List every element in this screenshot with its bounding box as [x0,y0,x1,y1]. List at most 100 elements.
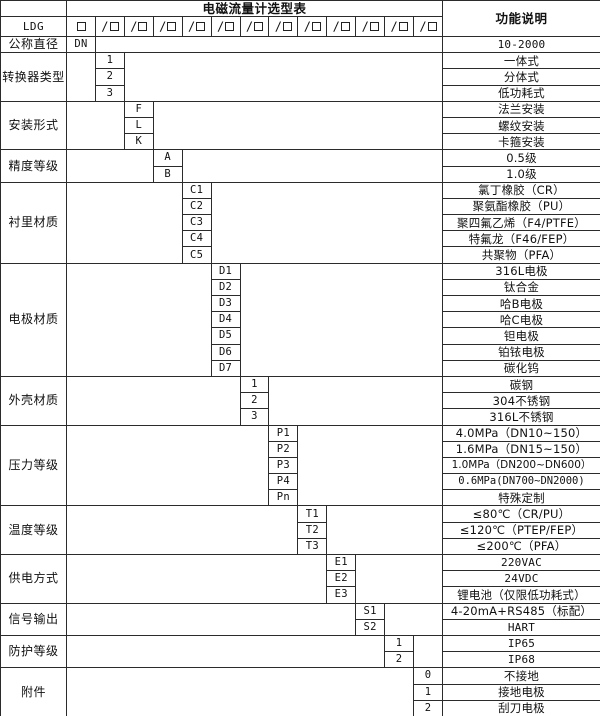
option-code-11-1[interactable]: 2 [384,651,415,669]
option-code-6-2[interactable]: 3 [239,408,270,426]
left-filler [66,181,183,264]
option-code-9-1[interactable]: E2 [326,570,357,588]
option-code-12-0[interactable]: 0 [413,667,443,685]
slash-separator: / [101,19,109,33]
model-code-box-5[interactable]: / [210,16,241,37]
option-code-2-2[interactable]: K [123,133,154,151]
table-row: P4 0.6MPa(DN700~DN2000) [1,473,600,491]
model-code-box-11[interactable]: / [384,16,415,37]
option-code-5-5[interactable]: D6 [210,343,241,361]
option-description-3-1: 1.0级 [441,165,600,183]
option-code-5-3[interactable]: D4 [210,311,241,329]
table-row: D2 钛合金 [1,278,600,297]
option-code-5-6[interactable]: D7 [210,359,241,377]
model-code-box-3[interactable]: / [152,16,183,37]
model-code-box-6[interactable]: / [239,16,270,37]
option-code-1-1[interactable]: 2 [94,68,125,86]
right-filler [355,554,443,604]
model-code-box-8[interactable]: / [297,16,328,37]
option-code-3-1[interactable]: B [152,165,183,183]
option-code-7-4[interactable]: Pn [268,489,299,507]
option-code-5-0[interactable]: D1 [210,262,241,280]
right-filler [326,505,443,555]
option-code-11-0[interactable]: 1 [384,634,415,653]
option-code-4-3[interactable]: C4 [181,230,212,248]
right-filler [239,262,443,377]
option-code-7-0[interactable]: P1 [268,424,299,442]
empty-code-box-icon [340,22,350,31]
table-row: 外壳材质 1 碳钢 [0,375,600,426]
model-code-box-12[interactable]: / [413,16,443,37]
option-code-4-2[interactable]: C3 [181,214,212,232]
option-code-10-0[interactable]: S1 [355,602,386,620]
model-code-box-1[interactable]: / [94,16,125,37]
option-description-7-0: 4.0MPa（DN10~150） [441,424,600,442]
right-filler [384,602,443,636]
category-label-1: 转换器类型 [0,52,67,102]
empty-code-box-icon [109,22,119,31]
model-code-box-10[interactable]: / [355,16,386,37]
table-row: 安装形式 F 法兰安装 [0,100,600,151]
option-code-7-1[interactable]: P2 [268,440,299,458]
empty-code-box-icon [167,22,177,31]
option-code-7-3[interactable]: P4 [268,473,299,491]
model-code-box-4[interactable]: / [181,16,212,37]
option-code-10-1[interactable]: S2 [355,618,386,636]
option-description-7-3: 0.6MPa(DN700~DN2000) [441,473,600,491]
option-code-6-0[interactable]: 1 [239,375,270,394]
option-code-1-2[interactable]: 3 [94,84,125,102]
page-title: 电磁流量计选型表 [66,0,443,17]
empty-code-box-icon [254,22,264,31]
option-description-8-1: ≤120℃（PTEP/FEP） [441,521,600,539]
category-label-8: 温度等级 [0,505,67,555]
option-code-2-0[interactable]: F [123,100,154,118]
option-description-6-2: 316L不锈钢 [441,408,600,426]
option-description-11-0: IP65 [441,634,600,653]
option-code-4-4[interactable]: C5 [181,246,212,264]
table-row: T2 ≤120℃（PTEP/FEP） [1,521,600,539]
empty-code-box-icon [196,22,206,31]
category-label-3: 精度等级 [0,149,67,183]
option-code-0-0[interactable]: DN [66,35,96,54]
option-code-8-2[interactable]: T3 [297,537,328,556]
model-code-box-7[interactable]: / [268,16,299,37]
option-description-9-1: 24VDC [441,570,600,588]
empty-code-box-icon [283,22,293,31]
model-code-box-9[interactable]: / [326,16,357,37]
table-row: S2 HART [1,618,600,636]
option-description-2-0: 法兰安装 [441,100,600,118]
option-description-9-2: 锂电池（仅限低功耗式） [441,586,600,604]
model-code-box-0[interactable] [66,16,96,37]
option-code-7-2[interactable]: P3 [268,456,299,475]
option-code-9-2[interactable]: E3 [326,586,357,604]
option-description-4-2: 聚四氟乙烯（F4/PTFE） [441,214,600,232]
option-code-8-1[interactable]: T2 [297,521,328,539]
table-row: 电极材质 D1 316L电极 [0,262,600,377]
option-code-4-1[interactable]: C2 [181,197,212,216]
option-code-12-2[interactable]: 2 [413,699,443,716]
model-code-box-2[interactable]: / [123,16,154,37]
title-spacer [0,0,67,17]
option-code-1-0[interactable]: 1 [94,52,125,70]
option-description-5-1: 钛合金 [441,278,600,297]
option-code-3-0[interactable]: A [152,149,183,167]
left-filler [66,375,241,426]
empty-code-box-icon [76,22,86,31]
option-code-5-2[interactable]: D3 [210,294,241,313]
option-description-5-3: 哈C电极 [441,311,600,329]
option-code-2-1[interactable]: L [123,116,154,135]
option-code-12-1[interactable]: 1 [413,683,443,701]
option-code-8-0[interactable]: T1 [297,505,328,523]
category-label-12: 附件 [0,667,67,716]
option-code-6-1[interactable]: 2 [239,392,270,410]
option-code-4-0[interactable]: C1 [181,181,212,199]
right-filler [94,35,443,54]
slash-separator: / [361,19,369,33]
option-code-9-0[interactable]: E1 [326,553,357,572]
option-code-5-4[interactable]: D5 [210,327,241,345]
model-prefix: LDG [0,16,67,37]
empty-code-box-icon [369,22,379,31]
table-row: 供电方式 E1 220VAC [0,553,600,604]
left-filler [65,602,357,636]
option-code-5-1[interactable]: D2 [210,278,241,297]
